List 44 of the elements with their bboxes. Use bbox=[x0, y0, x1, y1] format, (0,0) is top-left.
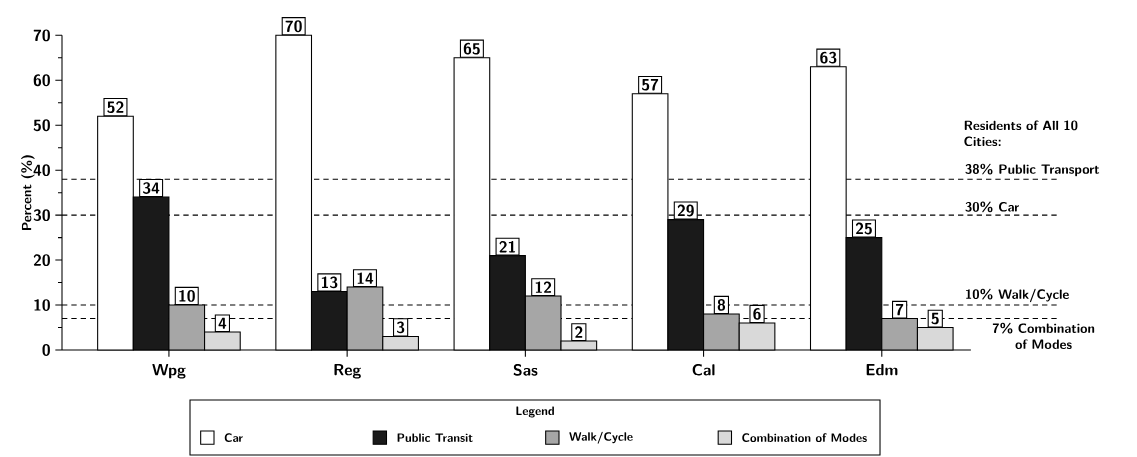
data-label: 52 bbox=[107, 101, 124, 114]
data-label: 3 bbox=[396, 321, 405, 334]
x-tick-label: Wpg bbox=[152, 364, 186, 379]
data-label: 65 bbox=[463, 42, 480, 55]
data-label: 29 bbox=[677, 204, 694, 217]
y-tick-label: 0 bbox=[42, 344, 50, 356]
data-label: 5 bbox=[931, 312, 939, 325]
data-label: 6 bbox=[753, 308, 761, 320]
data-label: 21 bbox=[499, 240, 516, 253]
data-label: 57 bbox=[641, 79, 659, 91]
ref-line-label: 7% Combination of Modes bbox=[992, 322, 1095, 349]
legend-label: Combination of Modes bbox=[742, 433, 867, 442]
y-tick-label: 10 bbox=[34, 299, 50, 311]
data-label: 34 bbox=[143, 182, 160, 194]
y-tick-label: 60 bbox=[33, 74, 50, 87]
ref-line-label: 30% Car bbox=[965, 201, 1019, 213]
data-label: 2 bbox=[575, 326, 583, 338]
x-tick-label: Sas bbox=[513, 364, 538, 376]
data-label: 13 bbox=[321, 276, 338, 289]
data-label: 10 bbox=[179, 290, 195, 302]
data-label: 7 bbox=[895, 304, 904, 316]
x-tick-label: Edm bbox=[866, 364, 898, 376]
ref-line-label: 10% Walk/Cycle bbox=[965, 288, 1069, 303]
data-label: 4 bbox=[218, 317, 227, 329]
ref-line-label: 38% Public Transport bbox=[965, 163, 1100, 177]
y-tick-label: 20 bbox=[33, 254, 50, 266]
legend-title: Legend bbox=[516, 406, 554, 418]
data-label: 63 bbox=[820, 51, 837, 64]
x-tick-label: Cal bbox=[692, 364, 715, 376]
x-tick-label: Reg bbox=[334, 364, 362, 379]
y-axis-title: Percent (%) bbox=[21, 155, 35, 230]
y-tick-label: 30 bbox=[33, 209, 50, 222]
data-label: 25 bbox=[855, 222, 872, 235]
legend-label: Walk/Cycle bbox=[569, 431, 633, 444]
legend-label: Car bbox=[224, 433, 243, 442]
data-label: 8 bbox=[717, 299, 726, 311]
y-tick-label: 50 bbox=[33, 119, 50, 132]
data-label: 14 bbox=[357, 272, 374, 284]
y-tick-label: 70 bbox=[33, 29, 50, 42]
data-label: 70 bbox=[285, 20, 302, 33]
data-label: 12 bbox=[535, 281, 552, 293]
legend-label: Public Transit bbox=[397, 433, 473, 442]
annotation: Residents of All 10 Cities: bbox=[964, 120, 1078, 147]
y-tick-label: 40 bbox=[33, 164, 50, 177]
